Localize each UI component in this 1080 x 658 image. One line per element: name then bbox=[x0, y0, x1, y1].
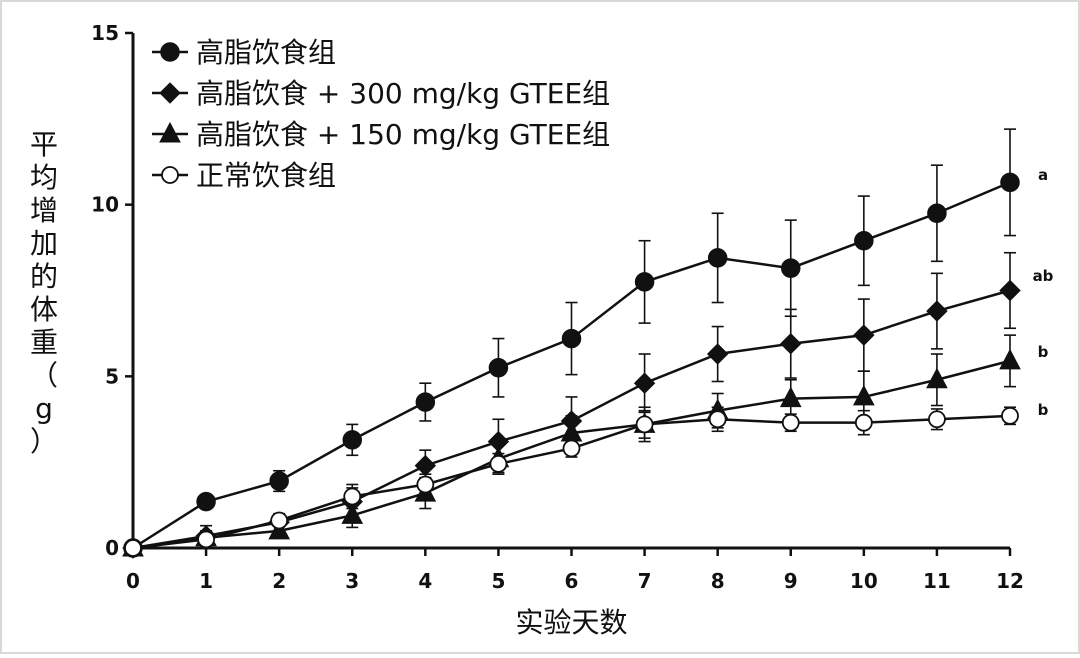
data-point bbox=[270, 511, 289, 530]
x-tick-label: 2 bbox=[272, 569, 286, 593]
legend-marker bbox=[160, 42, 180, 62]
series-1 bbox=[123, 128, 1020, 558]
legend-label: 高脂饮食 + 150 mg/kg GTEE组 bbox=[196, 118, 610, 151]
data-point bbox=[926, 300, 948, 322]
data-point bbox=[634, 272, 655, 292]
legend-marker bbox=[159, 121, 181, 143]
y-axis-title: 平均增加的体重（ g） bbox=[30, 128, 58, 458]
data-point bbox=[708, 410, 727, 429]
data-point bbox=[927, 203, 947, 223]
data-point bbox=[342, 430, 362, 450]
data-point bbox=[707, 248, 728, 268]
significance-label: b bbox=[1038, 343, 1049, 361]
legend-item-3: 高脂饮食 + 150 mg/kg GTEE组 bbox=[152, 118, 610, 151]
data-point bbox=[928, 410, 946, 429]
legend-label: 高脂饮食 + 300 mg/kg GTEE组 bbox=[196, 77, 610, 110]
data-point bbox=[779, 386, 802, 408]
data-point bbox=[415, 392, 436, 412]
x-axis-title: 实验天数 bbox=[515, 606, 627, 639]
data-point bbox=[416, 475, 435, 494]
data-point bbox=[633, 372, 656, 394]
data-point bbox=[999, 279, 1021, 302]
data-point bbox=[926, 367, 948, 389]
legend-item-1: 高脂饮食组 bbox=[152, 36, 336, 69]
data-point bbox=[343, 487, 362, 506]
x-tick-label: 9 bbox=[784, 569, 798, 593]
legend-item-4: 正常饮食组 bbox=[152, 159, 336, 192]
data-point bbox=[999, 348, 1021, 370]
data-point bbox=[706, 343, 729, 365]
data-point bbox=[489, 454, 508, 473]
data-point bbox=[269, 471, 289, 491]
data-point bbox=[124, 539, 142, 557]
x-tick-label: 6 bbox=[565, 569, 579, 593]
data-point bbox=[488, 358, 509, 378]
data-point bbox=[780, 333, 802, 355]
data-point bbox=[1001, 406, 1019, 425]
x-tick-label: 0 bbox=[126, 569, 140, 593]
x-tick-label: 10 bbox=[850, 569, 878, 593]
legend-marker bbox=[159, 82, 181, 104]
significance-label: a bbox=[1038, 166, 1048, 184]
data-point bbox=[561, 328, 582, 349]
y-tick-label: 0 bbox=[105, 536, 119, 560]
x-tick-label: 8 bbox=[711, 569, 725, 593]
data-point bbox=[196, 491, 216, 512]
series-2 bbox=[122, 251, 1021, 559]
data-point bbox=[635, 415, 654, 434]
data-point bbox=[781, 413, 800, 432]
x-tick-label: 3 bbox=[345, 569, 359, 593]
series-4 bbox=[124, 406, 1019, 557]
data-point bbox=[341, 503, 364, 524]
legend-label: 正常饮食组 bbox=[196, 159, 336, 192]
x-tick-label: 11 bbox=[923, 569, 951, 593]
significance-label: ab bbox=[1033, 267, 1054, 285]
x-tick-label: 7 bbox=[638, 569, 652, 593]
data-point bbox=[853, 384, 875, 406]
significance-label: b bbox=[1038, 401, 1049, 419]
legend-label: 高脂饮食组 bbox=[196, 36, 336, 69]
x-tick-label: 5 bbox=[491, 569, 505, 593]
data-point bbox=[853, 324, 875, 346]
y-tick-label: 10 bbox=[91, 193, 119, 217]
data-point bbox=[854, 230, 874, 251]
data-point bbox=[781, 258, 801, 278]
x-tick-label: 4 bbox=[418, 569, 432, 593]
data-point bbox=[562, 439, 581, 458]
x-tick-label: 12 bbox=[996, 569, 1024, 593]
x-tick-label: 1 bbox=[199, 569, 213, 593]
data-point bbox=[414, 454, 437, 477]
data-point bbox=[1000, 172, 1020, 193]
legend-item-2: 高脂饮食 + 300 mg/kg GTEE组 bbox=[152, 77, 610, 110]
y-tick-label: 15 bbox=[91, 21, 119, 45]
y-tick-label: 5 bbox=[105, 364, 119, 388]
data-point bbox=[854, 413, 873, 432]
legend-marker bbox=[161, 166, 179, 184]
data-point bbox=[197, 530, 215, 549]
